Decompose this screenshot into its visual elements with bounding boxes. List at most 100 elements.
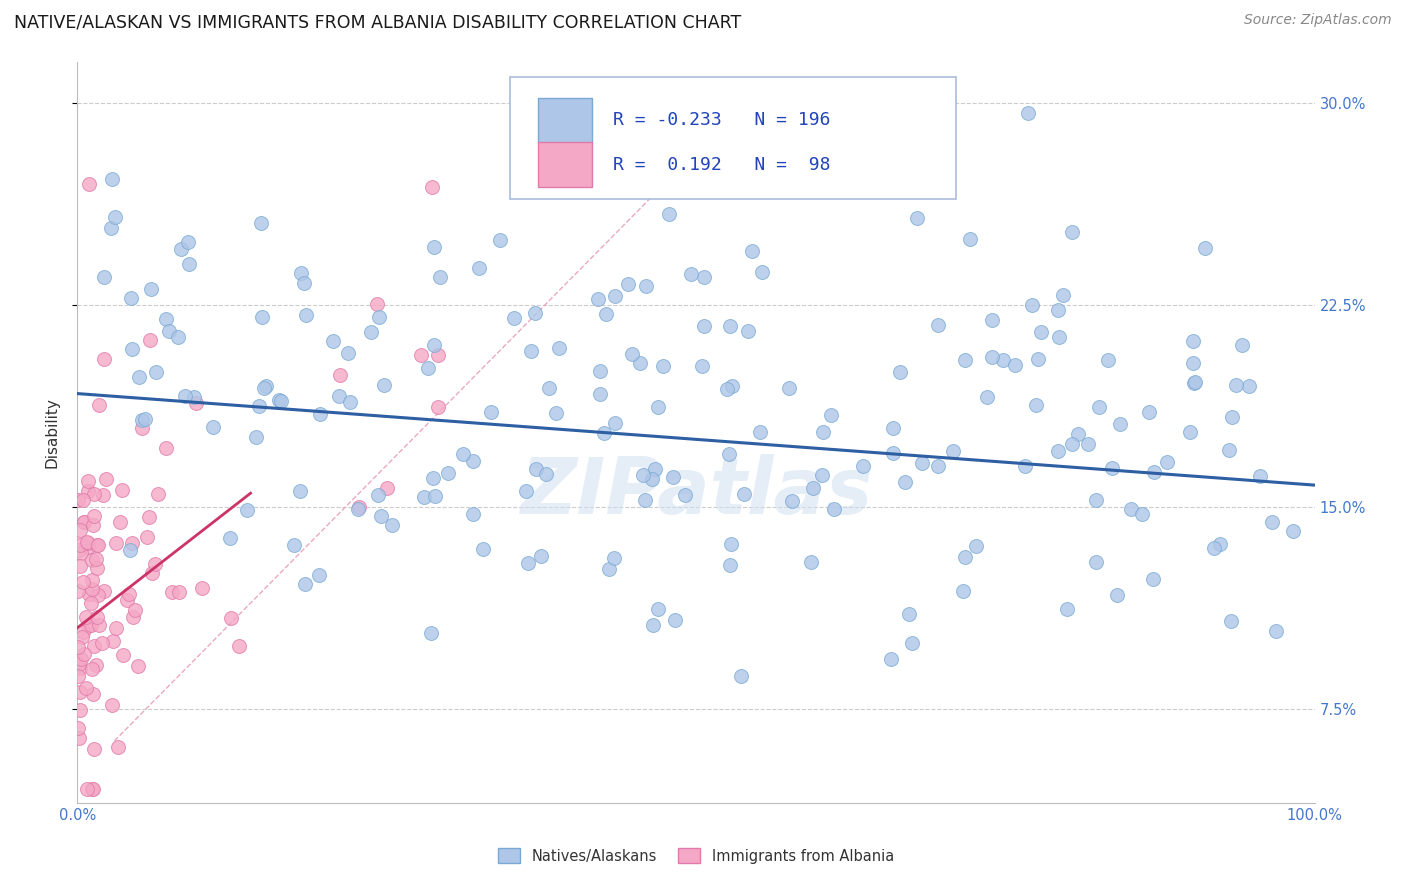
Point (1017, 106, 1039, 120)
Point (820, 409, 842, 423)
Point (965, 539, 987, 553)
Point (546, 406, 568, 420)
Point (219, 611, 242, 625)
Point (1182, 356, 1205, 370)
Point (183, 390, 205, 404)
Point (86, 609, 108, 624)
Point (420, 180, 443, 194)
Point (148, 487, 170, 501)
Point (93, 351, 115, 366)
Point (128, 370, 150, 384)
Point (101, 634, 124, 648)
Point (82, 518, 104, 533)
Point (87, 538, 110, 552)
Point (1109, 417, 1132, 431)
Point (1119, 501, 1142, 516)
Point (219, 531, 242, 545)
Point (143, 557, 166, 571)
Point (515, 484, 537, 499)
Point (471, 542, 494, 557)
Point (889, 365, 911, 379)
Point (308, 567, 330, 582)
Point (749, 425, 772, 439)
Point (927, 459, 949, 474)
Point (86, 561, 108, 575)
Text: NATIVE/ALASKAN VS IMMIGRANTS FROM ALBANIA DISABILITY CORRELATION CHART: NATIVE/ALASKAN VS IMMIGRANTS FROM ALBANI… (14, 13, 741, 31)
Point (420, 625, 443, 640)
Point (80, 662, 103, 676)
Point (121, 342, 143, 356)
Point (1130, 508, 1153, 522)
Point (72, 630, 94, 644)
Point (80, 597, 103, 611)
Point (127, 659, 149, 673)
Point (118, 587, 141, 601)
Point (1220, 615, 1243, 629)
Point (911, 456, 934, 470)
Y-axis label: Disability: Disability (44, 397, 59, 468)
Point (716, 382, 738, 396)
Point (170, 242, 193, 256)
Point (145, 364, 167, 378)
Point (360, 325, 382, 339)
Point (66, 640, 89, 654)
Point (437, 466, 460, 480)
Point (503, 310, 526, 325)
Point (519, 343, 541, 358)
Point (82, 574, 104, 588)
Point (1264, 624, 1286, 639)
Point (536, 161, 558, 175)
Point (69, 685, 91, 699)
Point (72, 574, 94, 589)
Point (100, 698, 122, 713)
Point (104, 210, 127, 224)
Point (94, 472, 117, 486)
Point (955, 549, 977, 564)
Point (852, 458, 875, 473)
Point (620, 347, 643, 361)
Point (84, 552, 107, 566)
Point (249, 399, 271, 413)
Point (1225, 378, 1247, 392)
Point (267, 393, 290, 408)
Point (801, 481, 824, 495)
Point (603, 416, 626, 430)
Point (176, 235, 198, 250)
Point (898, 607, 921, 621)
Point (177, 257, 200, 271)
Point (952, 583, 974, 598)
Point (76, 619, 98, 633)
Point (252, 381, 274, 395)
Point (104, 621, 127, 635)
Point (693, 318, 716, 333)
Point (780, 494, 803, 508)
Point (718, 318, 741, 333)
Point (89, 398, 111, 412)
Point (422, 471, 444, 485)
Point (882, 446, 904, 460)
Point (80, 617, 103, 632)
Point (1182, 376, 1205, 391)
Point (73, 515, 96, 529)
Point (347, 501, 370, 516)
Point (427, 348, 450, 362)
Point (595, 307, 617, 321)
Point (73, 515, 96, 529)
Point (69, 703, 91, 717)
FancyBboxPatch shape (537, 142, 592, 187)
Point (101, 172, 124, 186)
Point (77, 586, 100, 600)
Point (880, 652, 903, 666)
Point (598, 562, 620, 576)
Point (254, 379, 277, 393)
Point (336, 345, 359, 359)
Point (366, 297, 388, 311)
Point (155, 442, 177, 456)
Point (1105, 588, 1128, 602)
Text: Source: ZipAtlas.com: Source: ZipAtlas.com (1244, 13, 1392, 28)
Point (86, 538, 108, 552)
Point (423, 240, 446, 254)
Point (131, 421, 153, 435)
Point (1249, 469, 1271, 483)
Point (134, 412, 156, 426)
